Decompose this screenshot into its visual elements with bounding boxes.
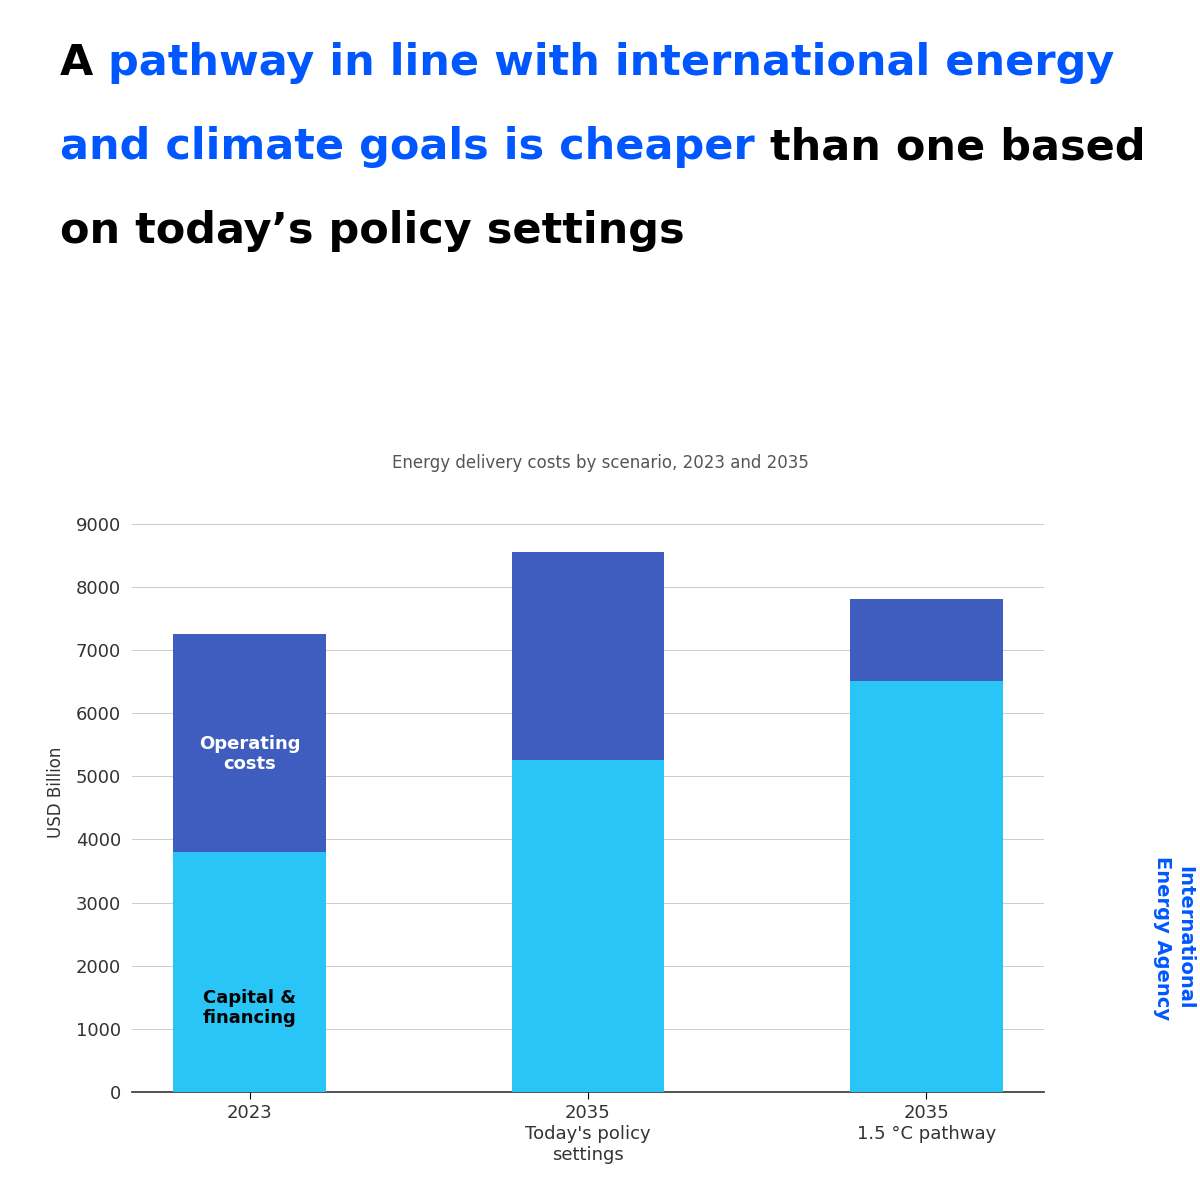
Y-axis label: USD Billion: USD Billion xyxy=(47,746,65,838)
Bar xyxy=(174,852,325,1092)
Text: Capital &
financing: Capital & financing xyxy=(203,989,296,1027)
Bar xyxy=(174,634,325,852)
Text: International
Energy Agency: International Energy Agency xyxy=(1153,856,1194,1020)
Text: A: A xyxy=(60,42,108,84)
Text: on today’s policy settings: on today’s policy settings xyxy=(60,210,685,252)
Bar xyxy=(851,682,1002,1092)
Bar xyxy=(512,761,664,1092)
Bar xyxy=(851,599,1002,682)
Text: and climate goals is cheaper: and climate goals is cheaper xyxy=(60,126,755,168)
Text: Energy delivery costs by scenario, 2023 and 2035: Energy delivery costs by scenario, 2023 … xyxy=(391,454,809,472)
Text: than one based: than one based xyxy=(755,126,1145,168)
Text: Operating
costs: Operating costs xyxy=(199,734,300,773)
Bar xyxy=(512,552,664,761)
Text: pathway in line with international energy: pathway in line with international energ… xyxy=(108,42,1115,84)
